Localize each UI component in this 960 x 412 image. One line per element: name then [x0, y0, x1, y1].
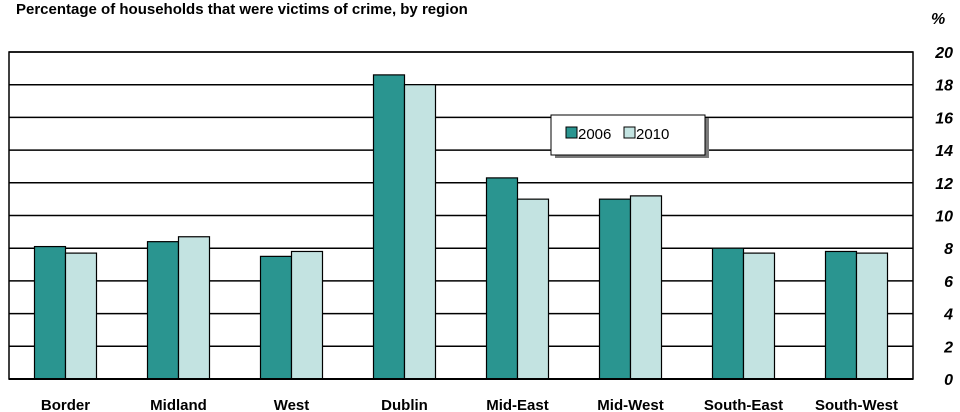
y-axis-unit: %	[931, 11, 945, 28]
bar-2010-mid-east	[516, 198, 550, 380]
legend-swatch-2010	[623, 126, 636, 139]
bar-2006-south-west	[824, 250, 858, 380]
bar-2006-mid-east	[485, 177, 519, 380]
y-tick-label: 12	[935, 176, 953, 193]
y-tick-label: 6	[944, 274, 953, 291]
y-tick-label: 8	[944, 241, 953, 258]
bar-2006-midland	[146, 241, 180, 380]
x-axis-ticks: Border Midland West Dublin Mid-East Mid-West S…	[41, 397, 898, 412]
bar-2010-mid-west	[629, 195, 663, 380]
bar-2006-mid-west	[598, 198, 632, 380]
y-tick-label: 14	[935, 143, 953, 160]
bar-2010-border	[64, 252, 98, 380]
y-tick-label: 10	[935, 209, 953, 226]
x-tick-label: South-West	[815, 397, 898, 412]
bar-2010-midland	[177, 236, 211, 380]
x-tick-label: West	[274, 397, 310, 412]
x-tick-label: Border	[41, 397, 90, 412]
legend-label-2010: 2010	[636, 126, 669, 143]
legend-label-2006: 2006	[578, 126, 611, 143]
y-tick-label: 2	[943, 339, 953, 356]
y-axis-ticks: 0 2 4 6 8 10 12 14 16 18 20	[934, 45, 953, 389]
bar-2006-border	[33, 245, 67, 380]
x-tick-label: South-East	[704, 397, 783, 412]
gridlines	[9, 51, 913, 348]
bar-2006-south-east	[711, 247, 745, 380]
y-tick-label: 0	[944, 372, 953, 389]
bar-2010-south-west	[855, 252, 889, 380]
x-tick-label: Mid-East	[486, 397, 549, 412]
bar-2010-south-east	[742, 252, 776, 380]
legend: 2006 2010	[550, 114, 709, 158]
y-tick-label: 18	[935, 78, 953, 95]
x-tick-label: Midland	[150, 397, 207, 412]
y-tick-label: 16	[935, 110, 953, 127]
y-tick-label: 4	[943, 307, 953, 324]
bar-2010-dublin	[403, 84, 437, 380]
bar-2006-west	[259, 255, 293, 380]
bars	[33, 74, 889, 380]
x-tick-label: Mid-West	[597, 397, 663, 412]
bar-2006-dublin	[372, 74, 406, 380]
chart-title: Percentage of households that were victi…	[16, 1, 468, 18]
y-tick-label: 20	[934, 45, 953, 62]
legend-swatch-2006	[565, 126, 578, 139]
x-tick-label: Dublin	[381, 397, 428, 412]
bar-2010-west	[290, 250, 324, 380]
